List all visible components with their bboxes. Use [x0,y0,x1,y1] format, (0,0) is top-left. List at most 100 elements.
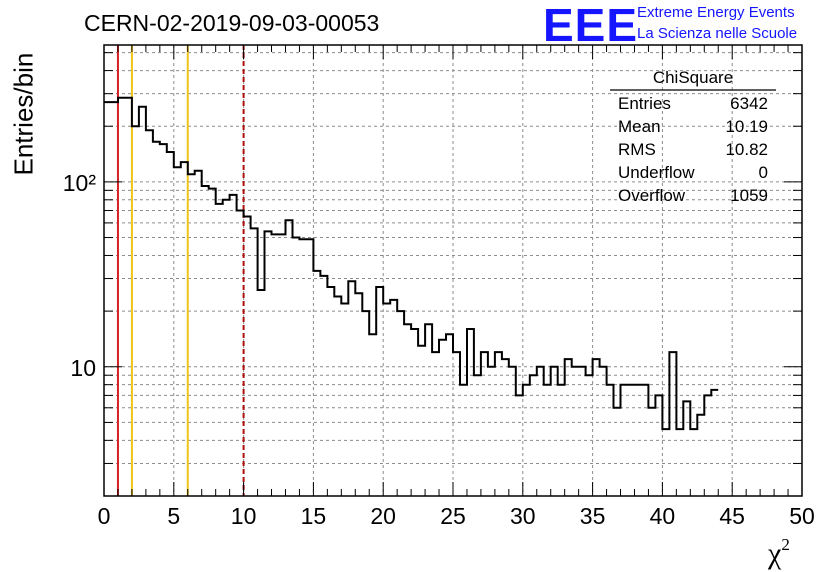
histogram-bin [299,239,306,496]
histogram-bin [279,234,286,496]
stats-label: Mean [618,117,661,136]
histogram-bin [272,234,279,496]
histogram-bin [383,303,390,496]
y-tick-label: 10² [63,170,97,196]
histogram-bin [558,385,565,496]
x-tick-label: 15 [301,503,327,529]
histogram-bin [481,352,488,496]
histogram-bin [167,152,174,496]
histogram-bin [306,239,313,496]
y-tick-label: 10 [70,355,96,381]
histogram-bin [292,238,299,496]
histogram-bin [474,375,481,496]
x-tick-label: 0 [98,503,111,529]
histogram-bin [327,287,334,496]
histogram-bin [697,415,704,496]
histogram-bin [593,359,600,496]
histogram-bin [174,167,181,496]
eee-logo: EEE [543,0,639,51]
histogram-bin [662,429,669,496]
histogram-bin [565,359,572,496]
histogram-bin [355,293,362,496]
histogram-bin [209,189,216,496]
x-tick-label: 35 [580,503,606,529]
histogram-bin [711,390,718,496]
histogram-bin [404,324,411,496]
histogram-bin [600,367,607,496]
histogram-bin [313,271,320,496]
x-tick-label: 25 [440,503,466,529]
histogram-bin [614,408,621,496]
x-tick-label: 45 [719,503,745,529]
histogram-bin [432,352,439,496]
histogram-bin [676,429,683,496]
histogram-bin [390,300,397,496]
x-tick-label: 20 [370,503,396,529]
stats-value: 0 [758,163,768,182]
stats-value: 10.82 [725,140,768,159]
histogram-bin [104,102,111,496]
histogram-bin [258,290,265,496]
stats-value: 10.19 [725,117,768,136]
histogram-bin [334,296,341,496]
histogram-bin [376,287,383,496]
histogram-bin [237,211,244,496]
histogram-bin [118,98,125,496]
histogram-bin [648,408,655,496]
histogram-bin [621,385,628,496]
histogram-bin [139,107,146,496]
histogram-bin [285,220,292,496]
histogram-bin [418,346,425,496]
histogram-bin [460,385,467,496]
histogram-bin [397,311,404,496]
histogram-bin [704,395,711,496]
stats-value: 1059 [730,186,768,205]
histogram-bin [607,385,614,496]
x-axis-label-exponent: 2 [781,535,790,554]
histogram-bin [586,375,593,496]
x-tick-label: 30 [510,503,536,529]
histogram-bin [641,385,648,496]
histogram-steps [104,96,719,431]
histogram-bin [425,324,432,496]
histogram-bin [683,401,690,496]
histogram-bin [446,334,453,496]
histogram-bin [579,367,586,496]
histogram-bin [181,162,188,496]
stats-label: Overflow [618,186,686,205]
histogram-bin [509,367,516,496]
histogram-bin [195,171,202,496]
histogram-bin [453,352,460,496]
histogram-bin [320,276,327,496]
histogram-bin [251,228,258,496]
histogram-bin [467,329,474,496]
stats-value: 6342 [730,94,768,113]
histogram-bin [488,367,495,496]
histogram-bin [669,352,676,496]
histogram-bin [516,395,523,496]
histogram-bin [502,359,509,496]
histogram-bin [439,340,446,496]
histogram-bin [132,126,139,496]
stats-label: Underflow [618,163,695,182]
histogram-bin [265,231,272,496]
x-tick-label: 5 [167,503,180,529]
histogram-bin [188,174,195,496]
histogram-bin [348,281,355,496]
histogram-bin [572,367,579,496]
stats-label: Entries [618,94,671,113]
histogram-bin [111,102,118,496]
chart-title: CERN-02-2019-09-03-00053 [84,10,380,36]
x-tick-label: 50 [789,503,815,529]
histogram-bin [216,204,223,496]
logo-caption-line1: Extreme Energy Events [637,4,795,21]
histogram-bin [369,334,376,496]
histogram-bin [153,142,160,496]
histogram-bin [230,195,237,496]
stats-row-underflow: Underflow 0 [618,163,768,183]
histogram-bin [544,385,551,496]
x-tick-label: 10 [231,503,257,529]
histogram-bin [523,385,530,496]
